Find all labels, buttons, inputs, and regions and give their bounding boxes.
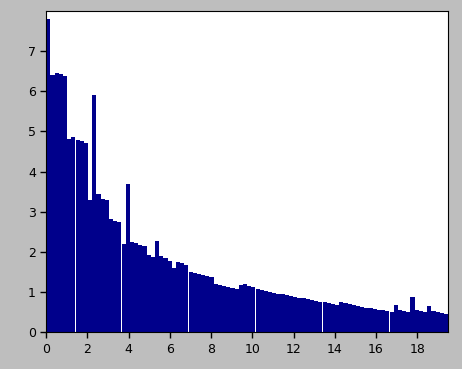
Bar bbox=[419, 311, 423, 332]
Bar bbox=[369, 308, 373, 332]
Bar bbox=[205, 276, 209, 332]
Bar bbox=[159, 256, 164, 332]
Bar bbox=[410, 297, 414, 332]
Bar bbox=[155, 241, 159, 332]
Bar bbox=[251, 287, 255, 332]
Bar bbox=[289, 296, 293, 332]
Bar bbox=[226, 287, 231, 332]
Bar bbox=[381, 310, 385, 332]
Bar bbox=[310, 300, 314, 332]
Bar bbox=[134, 243, 138, 332]
Bar bbox=[101, 199, 105, 332]
Bar bbox=[377, 310, 381, 332]
Bar bbox=[117, 222, 122, 332]
Bar bbox=[281, 294, 285, 332]
Bar bbox=[239, 285, 243, 332]
Bar bbox=[209, 277, 213, 332]
Bar bbox=[373, 309, 377, 332]
Bar bbox=[63, 76, 67, 332]
Bar bbox=[335, 305, 339, 332]
Bar bbox=[272, 293, 276, 332]
Bar bbox=[109, 219, 113, 332]
Bar bbox=[79, 141, 84, 332]
Bar bbox=[365, 308, 369, 332]
Bar bbox=[436, 312, 440, 332]
Bar bbox=[255, 289, 260, 332]
Bar bbox=[75, 140, 79, 332]
Bar bbox=[322, 303, 327, 332]
Bar bbox=[314, 301, 318, 332]
Bar bbox=[406, 312, 410, 332]
Bar bbox=[318, 301, 322, 332]
Bar bbox=[88, 200, 92, 332]
Bar bbox=[97, 194, 101, 332]
Bar bbox=[264, 291, 268, 332]
Bar bbox=[398, 310, 402, 332]
Bar bbox=[168, 261, 172, 332]
Bar bbox=[151, 257, 155, 332]
Bar bbox=[164, 258, 168, 332]
Bar bbox=[402, 311, 406, 332]
Bar bbox=[247, 286, 251, 332]
Bar bbox=[356, 306, 360, 332]
Bar bbox=[243, 284, 247, 332]
Bar bbox=[113, 221, 117, 332]
Bar bbox=[389, 312, 394, 332]
Bar bbox=[235, 289, 239, 332]
Bar bbox=[268, 292, 272, 332]
Bar bbox=[432, 311, 436, 332]
Bar bbox=[138, 245, 142, 332]
Bar bbox=[231, 288, 235, 332]
Bar bbox=[193, 273, 197, 332]
Bar bbox=[339, 302, 343, 332]
Bar bbox=[394, 305, 398, 332]
Bar bbox=[71, 138, 75, 332]
Bar bbox=[260, 290, 264, 332]
Bar bbox=[360, 307, 365, 332]
Bar bbox=[331, 304, 335, 332]
Bar bbox=[448, 310, 452, 332]
Bar bbox=[423, 312, 427, 332]
Bar bbox=[55, 73, 59, 332]
Bar bbox=[427, 306, 432, 332]
Bar bbox=[201, 275, 205, 332]
Bar bbox=[218, 285, 222, 332]
Bar bbox=[385, 311, 389, 332]
Bar bbox=[222, 286, 226, 332]
Bar bbox=[347, 304, 352, 332]
Bar bbox=[142, 246, 146, 332]
Bar bbox=[285, 295, 289, 332]
Bar bbox=[122, 244, 126, 332]
Bar bbox=[302, 299, 306, 332]
Bar bbox=[92, 95, 97, 332]
Bar bbox=[444, 314, 448, 332]
Bar bbox=[343, 303, 347, 332]
Bar bbox=[213, 284, 218, 332]
Bar bbox=[184, 265, 188, 332]
Bar bbox=[298, 297, 302, 332]
Bar bbox=[180, 263, 184, 332]
Bar bbox=[327, 303, 331, 332]
Bar bbox=[59, 75, 63, 332]
Bar bbox=[147, 255, 151, 332]
Bar bbox=[130, 242, 134, 332]
Bar bbox=[84, 144, 88, 332]
Bar bbox=[67, 139, 71, 332]
Bar bbox=[197, 274, 201, 332]
Bar bbox=[172, 268, 176, 332]
Bar bbox=[293, 297, 298, 332]
Bar bbox=[126, 184, 130, 332]
Bar bbox=[188, 272, 193, 332]
Bar bbox=[415, 310, 419, 332]
Bar bbox=[352, 305, 356, 332]
Bar bbox=[276, 294, 280, 332]
Bar bbox=[176, 262, 180, 332]
Bar bbox=[105, 200, 109, 332]
Bar bbox=[306, 299, 310, 332]
Bar bbox=[50, 75, 55, 332]
Bar bbox=[46, 19, 50, 332]
Bar bbox=[440, 313, 444, 332]
